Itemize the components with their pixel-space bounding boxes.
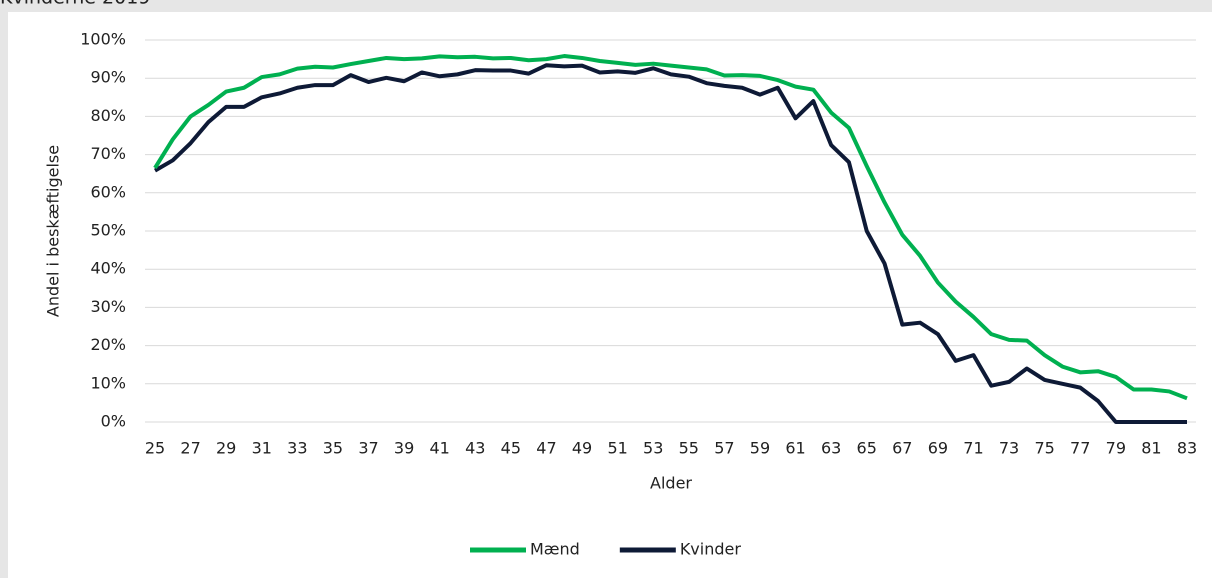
y-tick-label: 70% [90,144,126,163]
x-tick-label: 71 [963,439,983,458]
x-tick-label: 67 [892,439,912,458]
x-tick-label: 25 [145,439,165,458]
x-tick-label: 53 [643,439,663,458]
x-tick-label: 55 [679,439,699,458]
x-tick-label: 27 [180,439,200,458]
y-tick-label: 80% [90,106,126,125]
x-tick-label: 33 [287,439,307,458]
x-tick-label: 61 [785,439,805,458]
x-tick-label: 65 [857,439,877,458]
y-axis-label: Andel i beskæftigelse [44,145,63,317]
legend-label: Mænd [530,540,580,559]
x-tick-label: 45 [501,439,521,458]
y-tick-label: 50% [90,221,126,240]
y-tick-label: 90% [90,68,126,87]
y-tick-label: 100% [80,30,126,49]
legend-label: Kvinder [680,540,742,559]
x-tick-label: 41 [430,439,450,458]
x-tick-label: 83 [1177,439,1197,458]
x-tick-label: 77 [1070,439,1090,458]
x-tick-label: 35 [323,439,343,458]
y-tick-label: 20% [90,335,126,354]
x-tick-label: 73 [999,439,1019,458]
y-tick-label: 60% [90,182,126,201]
y-tick-label: 30% [90,297,126,316]
y-tick-label: 0% [101,412,126,431]
x-tick-label: 47 [536,439,556,458]
x-tick-label: 43 [465,439,485,458]
x-tick-label: 29 [216,439,236,458]
x-tick-label: 39 [394,439,414,458]
x-tick-label: 63 [821,439,841,458]
x-tick-label: 31 [252,439,272,458]
x-tick-label: 81 [1141,439,1161,458]
x-axis-label: Alder [650,474,692,493]
x-tick-label: 57 [714,439,734,458]
x-tick-label: 49 [572,439,592,458]
data-line [153,54,1188,401]
x-tick-label: 59 [750,439,770,458]
data-line [153,63,1187,424]
x-tick-label: 37 [358,439,378,458]
x-tick-label: 51 [607,439,627,458]
plot-panel [8,12,1212,578]
chart-title: Kvinderne 2019 [0,0,150,9]
y-tick-label: 40% [90,259,126,278]
y-tick-label: 10% [90,373,126,392]
x-tick-label: 75 [1034,439,1054,458]
x-tick-label: 69 [928,439,948,458]
x-tick-label: 79 [1106,439,1126,458]
